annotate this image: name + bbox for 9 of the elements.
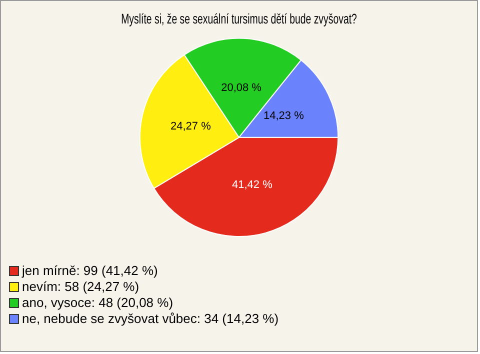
data-label: 24,27 % <box>170 120 212 132</box>
chart-title: Myslíte si, že se sexuální tursimus dětí bude zvyšovat? <box>121 10 358 27</box>
legend-label: ne, nebude se zvyšovat vůbec: 34 (14,23 %) <box>22 311 279 327</box>
legend-label: nevím: 58 (24,27 %) <box>22 279 140 295</box>
data-label: 20,08 % <box>221 82 262 94</box>
legend-label: ano, vysoce: 48 (20,08 %) <box>22 295 174 311</box>
data-label: 14,23 % <box>263 110 304 122</box>
legend-label: jen mírně: 99 (41,42 %) <box>22 263 158 279</box>
data-label: 41,42 % <box>232 179 273 192</box>
